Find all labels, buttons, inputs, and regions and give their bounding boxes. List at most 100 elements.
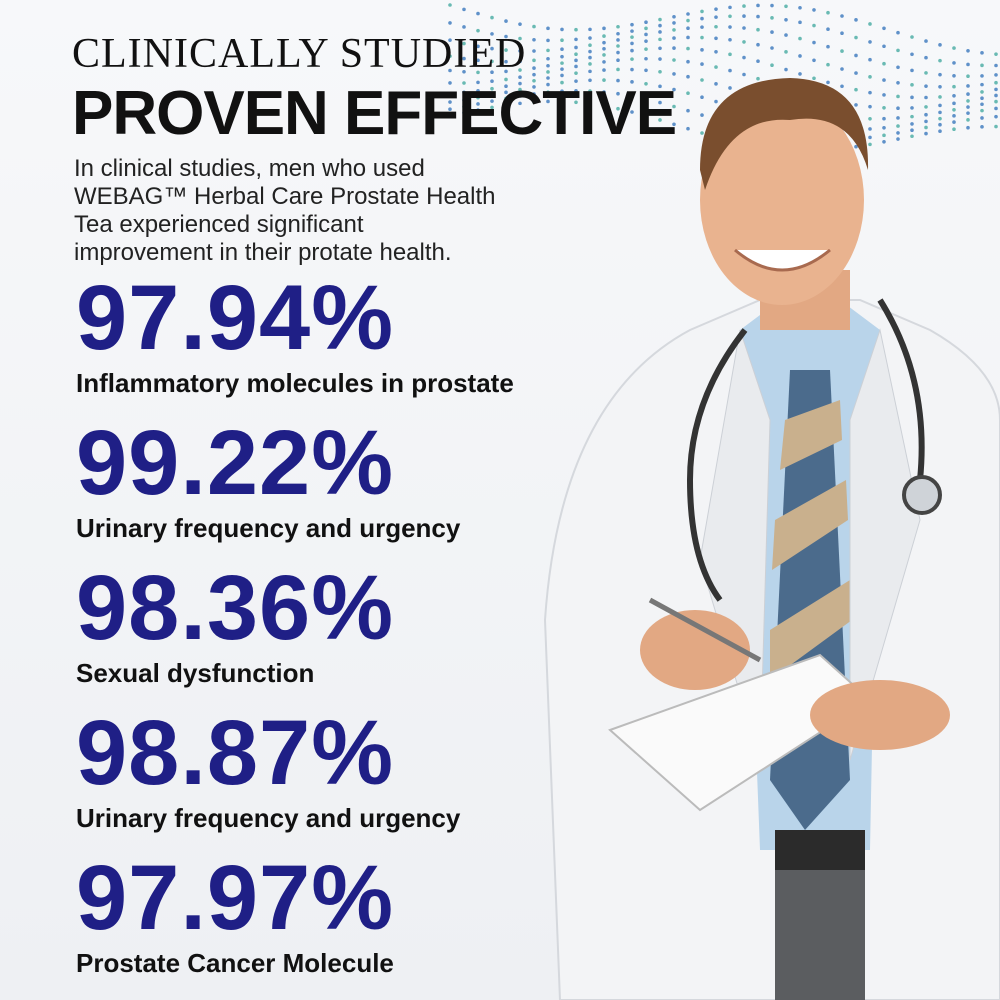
dot — [700, 78, 704, 82]
dot — [476, 108, 480, 112]
dot — [630, 22, 634, 27]
dot — [938, 103, 942, 108]
dot — [966, 125, 970, 130]
dot — [798, 72, 802, 76]
dot — [868, 57, 872, 62]
dot — [658, 37, 662, 42]
dot — [840, 31, 844, 36]
dot — [686, 18, 690, 23]
dot — [588, 101, 592, 106]
dot — [658, 17, 662, 22]
dot — [994, 87, 998, 92]
dot — [588, 49, 592, 54]
dot — [812, 23, 816, 28]
dot — [994, 80, 998, 85]
dot — [518, 75, 522, 80]
intro-line: WEBAG™ Herbal Care Prostate Health — [74, 183, 496, 210]
dot — [924, 131, 928, 136]
dot — [574, 100, 578, 105]
dot — [504, 34, 508, 39]
dot — [812, 8, 816, 12]
dot — [476, 11, 480, 16]
dot — [980, 116, 984, 120]
dot — [924, 71, 928, 75]
dot — [868, 40, 872, 44]
dot — [728, 86, 732, 90]
dot — [882, 116, 886, 121]
dot — [938, 95, 942, 99]
dot — [868, 135, 872, 140]
dot — [476, 80, 480, 85]
dot — [742, 14, 746, 18]
dot — [588, 55, 592, 60]
dot — [630, 29, 634, 33]
dot — [686, 26, 690, 31]
dot — [938, 72, 942, 77]
dot — [658, 23, 662, 28]
dot — [462, 7, 466, 12]
dot — [560, 61, 564, 65]
dot — [672, 58, 676, 62]
dot — [924, 112, 928, 117]
dot — [714, 65, 718, 69]
stat-label: Sexual dysfunction — [76, 658, 315, 688]
dot — [770, 16, 774, 20]
dot — [560, 27, 564, 32]
dot — [574, 37, 578, 42]
dot — [560, 80, 564, 85]
dot — [784, 4, 788, 9]
dot — [966, 105, 970, 109]
dot — [574, 58, 578, 63]
dot — [966, 74, 970, 78]
dot — [952, 73, 956, 78]
dot — [518, 87, 522, 92]
dot — [924, 105, 928, 109]
dot — [644, 114, 648, 118]
dot — [616, 24, 620, 29]
dot — [672, 28, 676, 32]
dot — [966, 99, 970, 103]
dot — [644, 56, 648, 61]
dot — [546, 70, 550, 74]
dot — [910, 52, 914, 57]
dot — [546, 48, 550, 53]
dot — [924, 39, 928, 43]
dot — [532, 66, 536, 70]
dot — [938, 85, 942, 89]
dot — [630, 41, 634, 46]
dot — [952, 94, 956, 98]
dot — [952, 46, 956, 50]
dot — [896, 30, 900, 35]
dot — [574, 88, 578, 93]
dot — [868, 75, 872, 79]
dot — [896, 116, 900, 120]
intro-line: In clinical studies, men who used — [74, 155, 425, 182]
dot — [840, 14, 844, 18]
dot — [938, 43, 942, 47]
dot — [798, 5, 802, 10]
dot — [770, 3, 774, 8]
dot — [518, 68, 522, 72]
dot — [602, 40, 606, 45]
dot — [588, 62, 592, 66]
dot — [574, 79, 578, 83]
dot — [658, 30, 662, 34]
dot — [462, 56, 466, 61]
dot — [546, 26, 550, 31]
dot — [868, 22, 872, 26]
headline: PROVEN EFFECTIVE — [72, 79, 677, 148]
dot — [672, 21, 676, 25]
dot — [658, 118, 662, 122]
dot — [910, 128, 914, 133]
dot — [994, 93, 998, 98]
dot — [686, 35, 690, 40]
dot — [882, 126, 886, 130]
dot — [560, 67, 564, 71]
dot — [910, 95, 914, 100]
dot — [630, 35, 634, 39]
dot — [462, 81, 466, 85]
dot — [546, 38, 550, 43]
dot — [756, 3, 760, 8]
dot — [854, 87, 858, 92]
